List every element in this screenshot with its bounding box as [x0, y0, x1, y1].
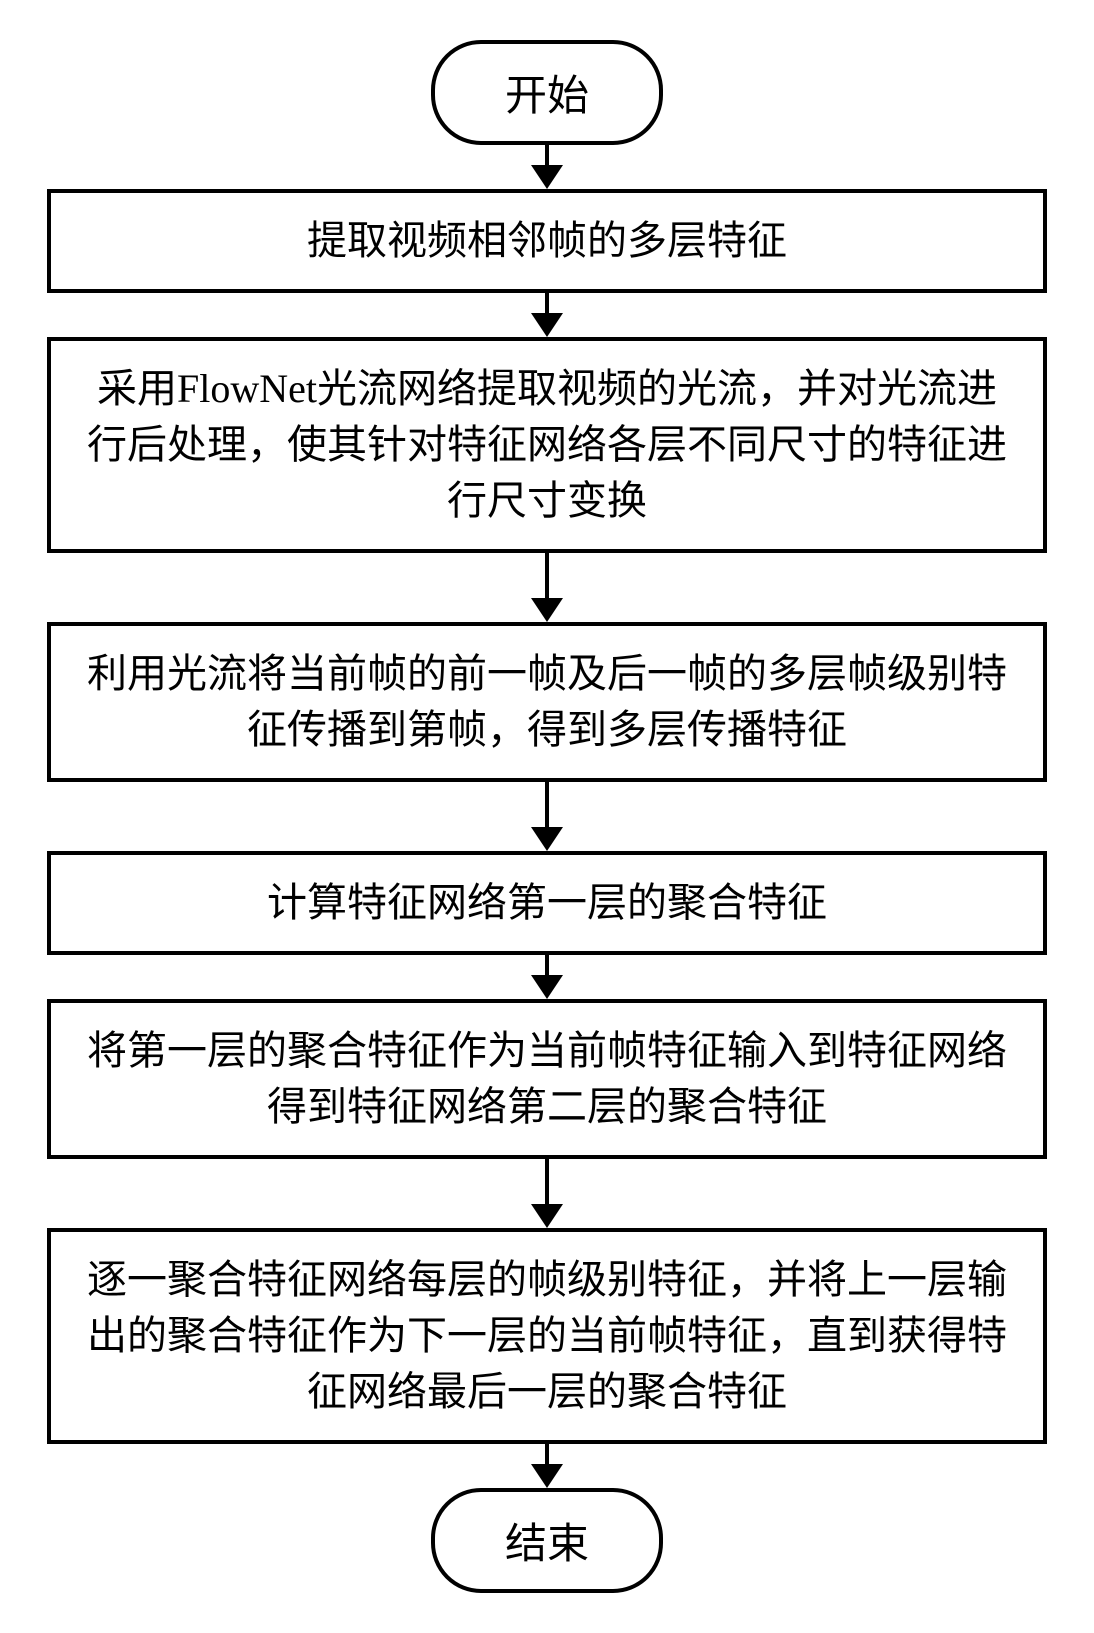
arrow-head [531, 598, 563, 622]
arrow-4 [531, 782, 563, 851]
arrow-5 [531, 955, 563, 999]
arrow-line [545, 782, 549, 827]
arrow-line [545, 1444, 549, 1464]
arrow-line [545, 553, 549, 598]
arrow-head [531, 313, 563, 337]
arrow-line [545, 955, 549, 975]
start-node: 开始 [431, 40, 663, 145]
arrow-head [531, 827, 563, 851]
arrow-6 [531, 1159, 563, 1228]
arrow-3 [531, 553, 563, 622]
arrow-2 [531, 293, 563, 337]
step1-node: 提取视频相邻帧的多层特征 [47, 189, 1047, 293]
step4-node: 计算特征网络第一层的聚合特征 [47, 851, 1047, 955]
arrow-1 [531, 145, 563, 189]
step3-node: 利用光流将当前帧的前一帧及后一帧的多层帧级别特征传播到第帧，得到多层传播特征 [47, 622, 1047, 782]
step2-node: 采用FlowNet光流网络提取视频的光流，并对光流进行后处理，使其针对特征网络各… [47, 337, 1047, 553]
arrow-line [545, 1159, 549, 1204]
end-node: 结束 [431, 1488, 663, 1593]
arrow-line [545, 145, 549, 165]
step6-node: 逐一聚合特征网络每层的帧级别特征，并将上一层输出的聚合特征作为下一层的当前帧特征… [47, 1228, 1047, 1444]
arrow-head [531, 975, 563, 999]
arrow-head [531, 1204, 563, 1228]
arrow-7 [531, 1444, 563, 1488]
arrow-line [545, 293, 549, 313]
step5-node: 将第一层的聚合特征作为当前帧特征输入到特征网络得到特征网络第二层的聚合特征 [47, 999, 1047, 1159]
arrow-head [531, 1464, 563, 1488]
arrow-head [531, 165, 563, 189]
flowchart-container: 开始 提取视频相邻帧的多层特征 采用FlowNet光流网络提取视频的光流，并对光… [47, 40, 1047, 1593]
